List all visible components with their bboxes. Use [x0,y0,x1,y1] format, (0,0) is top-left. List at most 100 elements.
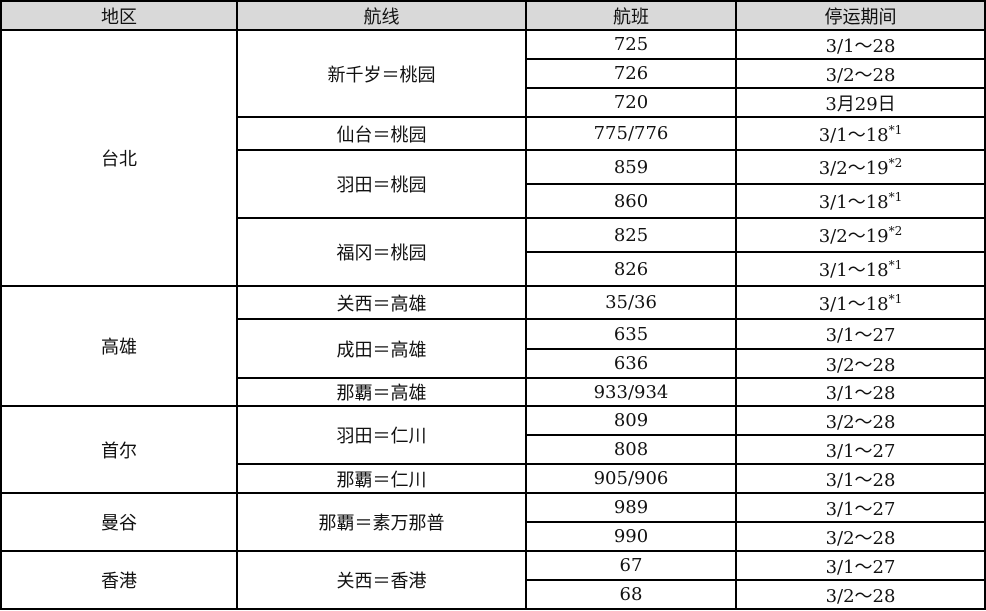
region-cell: 台北 [0,29,238,287]
period-cell: 3/1～28 [735,463,986,494]
period-text: 3月29日 [825,93,896,115]
table-row: 成田＝高雄 635 3/1～27 [1,318,986,379]
period-text: 3/2～28 [825,527,896,549]
period-cell: 3/2～28 [735,579,986,610]
route-cell: 新千岁＝桃园 [236,29,527,118]
flight-number-cell: 808 [525,434,737,465]
header-region: 地区 [0,0,238,31]
period-text: 3/1～18 [818,293,889,315]
period-cell: 3/1～18*1 [735,285,986,320]
footnote-marker: *2 [888,224,903,238]
flight-number-cell: 636 [525,348,737,379]
flight-number-cell: 859 [525,149,737,185]
period-text: 3/1～18 [818,192,889,213]
period-cell: 3/2～19*2 [735,149,986,185]
period-text: 3/1～27 [825,325,896,346]
route-cell: 关西＝香港 [236,550,527,610]
period-cell: 3/1～28 [735,29,986,60]
region-cell: 高雄 [0,285,238,407]
region-cell: 曼谷 [0,492,238,552]
table-row: 860 3/1～18*1 [1,183,986,219]
route-cell: 那覇＝素万那普 [236,492,527,552]
period-cell: 3/1～27 [735,434,986,465]
flight-number-cell: 809 [525,405,737,436]
period-text: 3/1～18 [818,260,889,281]
period-cell: 3/1～18*1 [735,251,986,287]
route-cell: 关西＝高雄 [236,285,527,320]
table-row: 福冈＝桃园 825 3/2～19*2 [1,217,986,287]
table-row: 那覇＝仁川 905/906 3/1～28 [1,463,986,494]
route-cell: 那覇＝仁川 [236,463,527,494]
footnote-marker: *1 [888,122,903,137]
flight-number-cell: 990 [525,521,737,552]
period-cell: 3/2～19*2 [735,217,986,253]
period-text: 3/2～28 [825,354,896,376]
table-row: 826 3/1～18*1 [1,251,986,287]
period-cell: 3/1～27 [735,550,986,581]
period-cell: 3/1～27 [735,492,986,523]
period-text: 3/2～28 [825,585,896,607]
period-text: 3/1～27 [825,498,896,520]
table-row: 726 3/2～28 [1,58,986,89]
period-text: 3/1～27 [825,556,896,578]
table-row: 那覇＝高雄 933/934 3/1～28 [1,377,986,407]
route-cell: 羽田＝桃园 [236,149,527,219]
period-cell: 3/2～28 [735,348,986,379]
table-row: 636 3/2～28 [1,348,986,379]
flight-number-cell: 933/934 [525,377,737,407]
period-cell: 3/2～28 [735,405,986,436]
header-row: 地区 航线 航班 停运期间 [0,0,986,31]
table-row: 香港 关西＝香港 67 3/1～27 [0,550,986,610]
flight-number-cell: 726 [525,58,737,89]
period-text: 3/2～28 [825,64,896,86]
table-row: 720 3月29日 [1,87,986,118]
flight-number-cell: 860 [525,183,737,219]
period-text: 3/1～28 [825,35,896,57]
period-text: 3/2～19 [818,226,889,247]
period-cell: 3/1～27 [735,318,986,350]
period-cell: 3/1～18*1 [735,183,986,219]
region-cell: 香港 [0,550,238,610]
region-cell: 首尔 [0,405,238,494]
header-route: 航线 [236,0,527,31]
period-cell: 3/2～28 [735,58,986,89]
footnote-marker: *1 [888,258,903,272]
period-text: 3/1～28 [825,383,896,404]
flight-number-cell: 825 [525,217,737,253]
route-cell: 福冈＝桃园 [236,217,527,287]
table-row: 仙台＝桃园 775/776 3/1～18*1 [1,116,986,151]
table-row: 808 3/1～27 [1,434,986,465]
table-row: 990 3/2～28 [1,521,986,552]
period-cell: 3/2～28 [735,521,986,552]
flight-number-cell: 725 [525,29,737,60]
flight-number-cell: 905/906 [525,463,737,494]
table-row: 高雄 关西＝高雄 35/36 3/1～18*1 [0,285,986,407]
period-cell: 3月29日 [735,87,986,118]
table-row: 68 3/2～28 [1,579,986,610]
table-row: 首尔 羽田＝仁川 809 3/2～28 [0,405,986,494]
flight-number-cell: 35/36 [525,285,737,320]
table-row: 曼谷 那覇＝素万那普 989 3/1～27 [0,492,986,552]
footnote-marker: *1 [888,190,903,204]
header-period: 停运期间 [735,0,986,31]
period-cell: 3/1～18*1 [735,116,986,151]
route-cell: 仙台＝桃园 [236,116,527,151]
period-text: 3/2～28 [825,411,896,433]
period-cell: 3/1～28 [735,377,986,407]
route-cell: 成田＝高雄 [236,318,527,379]
header-flight: 航班 [525,0,737,31]
route-cell: 那覇＝高雄 [236,377,527,407]
table-row: 羽田＝桃园 859 3/2～19*2 [1,149,986,219]
route-cell: 羽田＝仁川 [236,405,527,465]
period-text: 3/2～19 [818,158,889,179]
period-text: 3/1～27 [825,440,896,462]
flight-number-cell: 67 [525,550,737,581]
flight-number-cell: 720 [525,87,737,118]
period-text: 3/1～28 [825,469,896,491]
table-row: 台北 新千岁＝桃园 725 3/1～28 [0,29,986,287]
footnote-marker: *1 [888,291,903,306]
period-text: 3/1～18 [818,124,889,146]
flight-number-cell: 826 [525,251,737,287]
flight-number-cell: 68 [525,579,737,610]
